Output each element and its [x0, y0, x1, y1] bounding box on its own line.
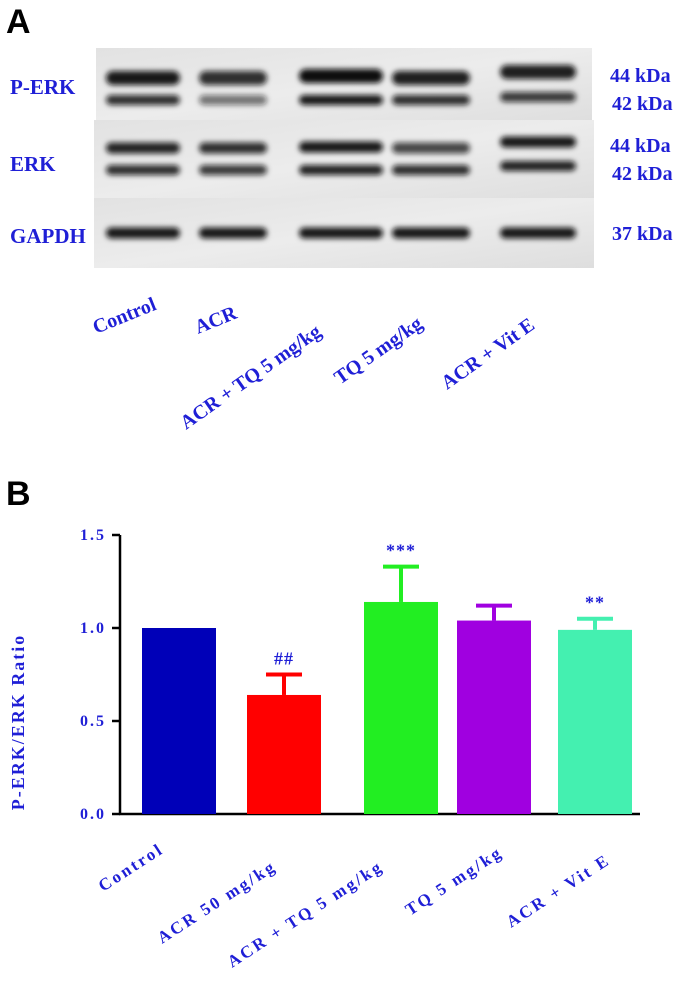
blot-band — [392, 227, 470, 239]
blot-band — [199, 142, 267, 154]
blot-band — [392, 71, 470, 85]
panel-a-letter: A — [6, 3, 31, 41]
bar — [364, 601, 438, 814]
y-axis-title: P-ERK/ERK Ratio — [8, 634, 28, 811]
western-blot-image — [94, 48, 594, 268]
blot-band — [106, 165, 180, 175]
blot-band — [299, 141, 383, 153]
x-category-label: ACR + Vit E — [503, 850, 614, 931]
panel-b-letter: B — [6, 475, 31, 513]
blot-band — [299, 69, 383, 83]
lane-label-acr-vite: ACR + Vit E — [437, 314, 539, 394]
blot-band — [500, 227, 576, 239]
bar — [558, 629, 632, 814]
blot-band — [500, 161, 576, 171]
blot-band — [500, 136, 576, 148]
blot-band — [392, 142, 470, 154]
y-tick-label: 1.0 — [80, 620, 106, 637]
y-tick-label: 0.0 — [80, 806, 106, 823]
gapdh-label: GAPDH — [10, 224, 86, 248]
significance-label: *** — [386, 541, 416, 561]
blot-band — [392, 165, 470, 175]
blot-band — [106, 142, 180, 154]
significance-label: ** — [585, 593, 605, 613]
x-category-label: TQ 5 mg/kg — [402, 842, 506, 919]
blot-band — [199, 165, 267, 175]
p-erk-kda-44: 44 kDa — [610, 65, 671, 87]
erk-label: ERK — [10, 152, 56, 176]
p-erk-kda-42: 42 kDa — [612, 93, 673, 115]
erk-kda-44: 44 kDa — [610, 135, 671, 157]
blot-band — [500, 92, 576, 102]
y-tick-label: 1.5 — [80, 527, 106, 544]
lane-labels: Control ACR ACR + TQ 5 mg/kg TQ 5 mg/kg … — [90, 293, 539, 434]
blot-band — [199, 227, 267, 239]
bar — [142, 628, 216, 814]
p-erk-label: P-ERK — [10, 75, 76, 99]
lane-label-tq: TQ 5 mg/kg — [330, 312, 426, 389]
blot-band — [392, 95, 470, 105]
bar — [247, 694, 321, 814]
blot-bands — [106, 65, 576, 239]
blot-band — [106, 95, 180, 105]
x-category-label: Control — [95, 839, 167, 895]
blot-band — [199, 71, 267, 85]
blot-band — [500, 65, 576, 79]
erk-kda-42: 42 kDa — [612, 163, 673, 185]
gapdh-kda-37: 37 kDa — [612, 223, 673, 245]
bar — [457, 620, 531, 814]
erk-blot-strip — [94, 120, 594, 200]
significance-label: ## — [274, 649, 294, 669]
blot-band — [299, 95, 383, 105]
lane-label-acr: ACR — [192, 302, 241, 339]
blot-band — [106, 71, 180, 85]
blot-band — [199, 95, 267, 105]
lane-label-control: Control — [90, 293, 160, 338]
blot-band — [299, 165, 383, 175]
blot-band — [106, 227, 180, 239]
blot-band — [299, 227, 383, 239]
p-erk-blot-strip — [96, 48, 592, 122]
y-tick-label: 0.5 — [80, 713, 106, 730]
